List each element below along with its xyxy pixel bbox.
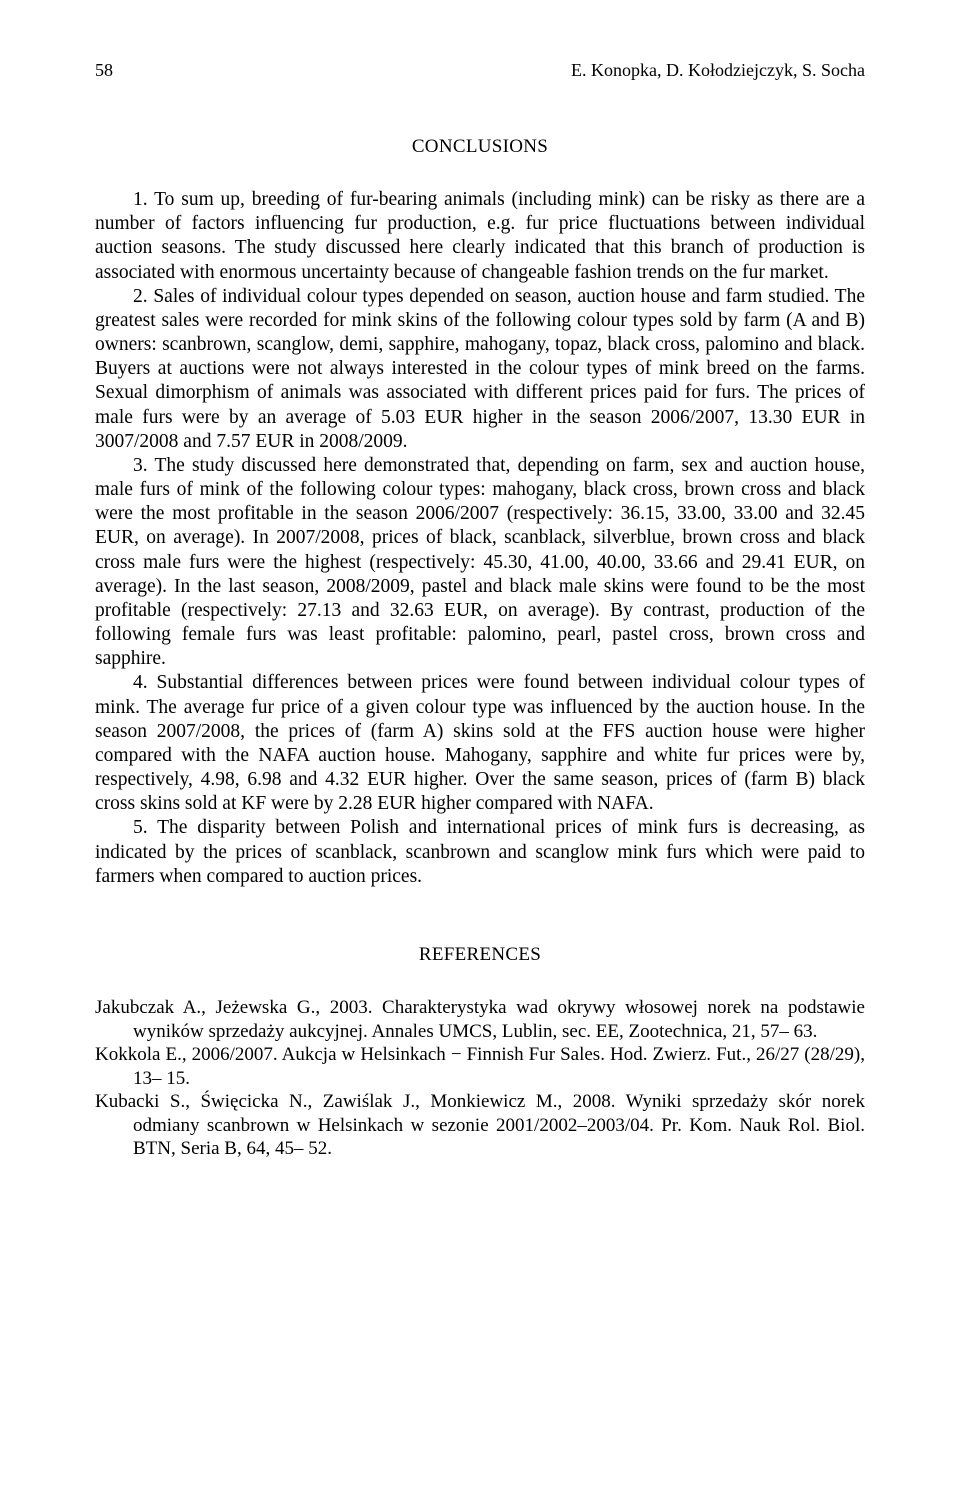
conclusion-paragraph-1: 1. To sum up, breeding of fur-bearing an… [95, 188, 865, 285]
reference-entry-1: Jakubczak A., Jeżewska G., 2003. Charakt… [95, 996, 865, 1043]
conclusions-heading: CONCLUSIONS [95, 136, 865, 158]
references-heading: REFERENCES [95, 944, 865, 966]
conclusion-paragraph-2: 2. Sales of individual colour types depe… [95, 285, 865, 454]
conclusion-paragraph-3: 3. The study discussed here demonstrated… [95, 454, 865, 672]
page-number: 58 [95, 60, 113, 81]
page-container: 58 E. Konopka, D. Kołodziejczyk, S. Soch… [0, 0, 960, 1221]
conclusion-paragraph-5: 5. The disparity between Polish and inte… [95, 816, 865, 889]
reference-entry-3: Kubacki S., Święcicka N., Zawiślak J., M… [95, 1090, 865, 1161]
running-header: 58 E. Konopka, D. Kołodziejczyk, S. Soch… [95, 60, 865, 81]
running-authors: E. Konopka, D. Kołodziejczyk, S. Socha [571, 60, 865, 81]
conclusion-paragraph-4: 4. Substantial differences between price… [95, 671, 865, 816]
reference-entry-2: Kokkola E., 2006/2007. Aukcja w Helsinka… [95, 1043, 865, 1090]
